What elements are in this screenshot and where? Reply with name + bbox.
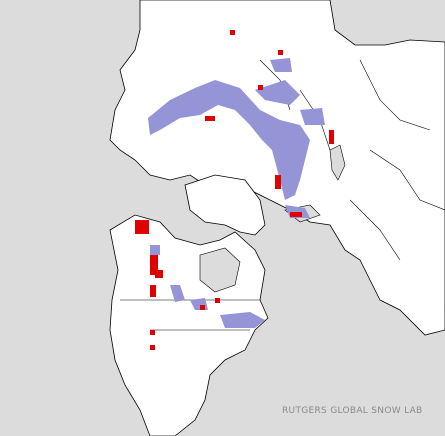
snow-cover [148, 58, 325, 328]
snow-change-patch [230, 30, 235, 35]
snow-patch [150, 245, 160, 255]
snow-change-patch [150, 330, 155, 335]
snow-change-patch [155, 270, 163, 278]
greenland [184, 174, 266, 236]
snow-patch [255, 80, 300, 105]
snow-change-patch [290, 212, 302, 217]
hudson-bay [199, 247, 241, 293]
snow-change-patch [329, 130, 334, 144]
snow-patch [170, 285, 185, 302]
snow-change-patch [275, 175, 281, 189]
snow-change-patch [278, 50, 283, 55]
snow-change-patch [135, 220, 149, 234]
snow-patch [300, 108, 325, 125]
snow-change-patch [205, 116, 215, 121]
snow-change-patch [215, 298, 220, 303]
credit: RUTGERS GLOBAL SNOW LAB [282, 406, 423, 416]
snow-change-patch [150, 285, 156, 297]
caspian-sea [329, 144, 346, 181]
snow-change-patch [150, 255, 158, 275]
snow-patch [270, 58, 292, 72]
snow-patch [220, 312, 265, 328]
snow-patch [148, 80, 310, 200]
snow-change-patch [258, 85, 263, 90]
snow-change-patch [150, 345, 155, 350]
snow-change [135, 30, 334, 350]
snow-change-patch [200, 305, 205, 310]
